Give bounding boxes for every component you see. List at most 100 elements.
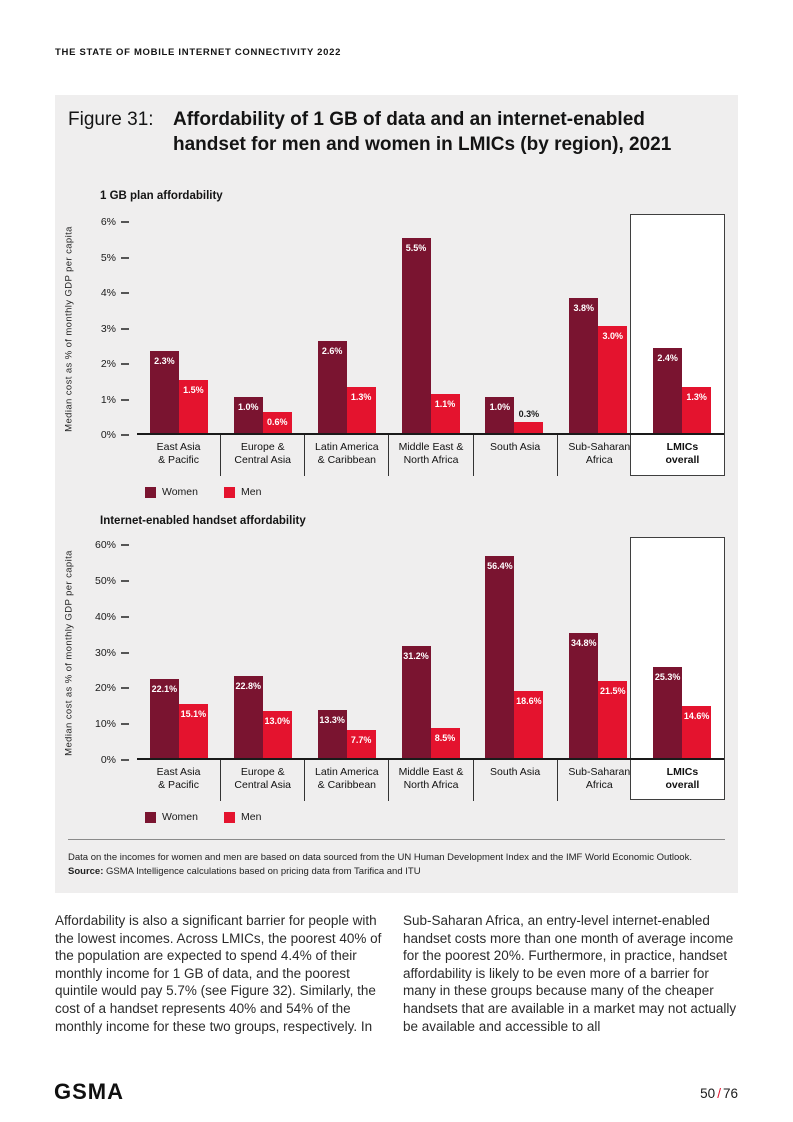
bar-value-label: 21.5%	[599, 686, 626, 696]
bar-value-label: 3.8%	[573, 303, 594, 313]
report-header: THE STATE OF MOBILE INTERNET CONNECTIVIT…	[55, 47, 342, 58]
bar-women-4: 56.4%	[485, 556, 515, 758]
bar-value-label: 1.0%	[238, 402, 259, 412]
bar-women-6: 2.4%	[653, 348, 683, 433]
bar-group-4: 56.4% 18.6%	[472, 545, 556, 758]
y-tick-mark	[121, 363, 129, 365]
legend-swatch-women	[145, 811, 156, 823]
footnote-divider	[68, 839, 725, 840]
legend-swatch-women	[145, 486, 156, 498]
legend-label: Men	[241, 486, 262, 498]
bar-group-1: 22.8% 13.0%	[221, 545, 305, 758]
y-tick-mark	[121, 434, 129, 436]
bar-men-0: 15.1%	[178, 704, 208, 758]
x-category-line: Africa	[585, 778, 613, 791]
bar-men-1: 0.6%	[262, 412, 292, 433]
chart-plan-title: 1 GB plan affordability	[100, 190, 223, 202]
y-tick: 2%	[71, 358, 129, 370]
legend-label: Men	[241, 811, 262, 823]
y-tick-label: 4%	[100, 287, 116, 299]
bar-women-3: 5.5%	[401, 238, 431, 433]
bar-men-3: 8.5%	[430, 728, 460, 758]
source-label: Source:	[68, 866, 104, 877]
bar-women-5: 34.8%	[569, 633, 599, 758]
x-category-label-3: Middle East & North Africa	[388, 435, 472, 476]
bar-value-label: 14.6%	[683, 711, 710, 721]
y-tick: 0%	[71, 754, 129, 766]
gsma-logo: GSMA	[54, 1079, 124, 1104]
bar-group-3: 5.5% 1.1%	[389, 222, 473, 433]
bar-group-0: 22.1% 15.1%	[137, 545, 221, 758]
legend-item-men: Men	[224, 811, 261, 823]
x-axis-labels: East Asia & Pacific Europe & Central Asia La…	[137, 435, 724, 476]
y-tick: 30%	[71, 647, 129, 659]
figure-footnote: Data on the incomes for women and men ar…	[68, 852, 692, 863]
body-text-left-column: Affordability is also a significant barr…	[55, 913, 382, 1034]
x-category-line: Europe &	[240, 766, 285, 778]
bar-men-5: 3.0%	[598, 326, 628, 433]
y-tick: 5%	[71, 252, 129, 264]
y-tick-mark	[121, 651, 129, 654]
figure-31-panel: Figure 31: Affordability of 1 GB of data…	[55, 95, 738, 893]
y-tick-mark	[121, 544, 129, 546]
x-category-line: Middle East &	[398, 441, 464, 453]
source-text: GSMA Intelligence calculations based on …	[103, 866, 421, 877]
bar-value-label: 1.3%	[686, 392, 707, 402]
y-tick-label: 10%	[94, 718, 116, 731]
legend-item-men: Men	[224, 486, 261, 498]
bar-value-label: 1.5%	[183, 385, 204, 395]
chart-handset-legend: Women Men	[145, 811, 261, 823]
figure-title-text: Affordability of 1 GB of data and an int…	[173, 109, 672, 155]
y-tick: 1%	[71, 394, 129, 406]
bar-women-1: 1.0%	[233, 397, 263, 433]
bar-men-3: 1.1%	[430, 394, 460, 433]
y-tick: 3%	[71, 323, 129, 335]
y-tick-label: 0%	[100, 754, 116, 766]
bar-value-label: 22.8%	[235, 681, 262, 691]
x-category-line: & Pacific	[158, 778, 199, 791]
bar-women-2: 13.3%	[317, 710, 347, 758]
y-tick: 4%	[71, 287, 129, 299]
y-tick: 10%	[71, 718, 129, 730]
x-category-line: & Caribbean	[317, 778, 377, 791]
bar-value-label: 15.1%	[180, 709, 207, 719]
x-category-line: LMICs	[666, 441, 699, 453]
y-tick-label: 1%	[100, 393, 116, 406]
y-tick-mark	[121, 615, 129, 618]
y-tick-label: 20%	[94, 682, 116, 695]
x-category-line: North Africa	[403, 778, 459, 791]
x-category-line: LMICs	[666, 766, 699, 778]
bar-value-label: 8.5%	[434, 733, 456, 743]
bar-women-0: 22.1%	[149, 679, 179, 758]
y-tick: 20%	[71, 682, 129, 694]
chart-plan-legend: Women Men	[145, 486, 261, 498]
x-category-line: South Asia	[490, 441, 541, 453]
x-category-label-2: Latin America & Caribbean	[304, 435, 388, 476]
y-tick: 40%	[71, 611, 129, 623]
chart-plan-plot: 2.3% 1.5% 1.0% 0.6% 2.6% 1.3% 5.5% 1.1% 1.0% 0.3%…	[137, 222, 724, 435]
x-category-line: Middle East &	[398, 766, 464, 778]
bar-group-4: 1.0% 0.3%	[472, 222, 556, 433]
x-category-label-4: South Asia	[472, 435, 557, 476]
bar-value-label: 13.3%	[319, 715, 345, 725]
x-category-label-0: East Asia & Pacific	[137, 760, 220, 801]
y-tick-mark	[121, 723, 129, 726]
x-category-line: Latin America	[315, 766, 379, 778]
bar-value-label: 2.6%	[321, 346, 343, 356]
bar-women-0: 2.3%	[149, 351, 179, 433]
y-tick-mark	[121, 292, 129, 294]
body-text-right-column: Sub-Saharan Africa, an entry-level inter…	[403, 913, 737, 1034]
bar-group-0: 2.3% 1.5%	[137, 222, 221, 433]
x-category-line: overall	[665, 453, 700, 466]
legend-swatch-men	[224, 486, 235, 498]
bar-value-label: 31.2%	[403, 651, 429, 661]
bar-men-4: 0.3%	[514, 409, 544, 433]
bar-value-label: 56.4%	[487, 561, 513, 571]
bar-group-5: 34.8% 21.5%	[556, 545, 640, 758]
legend-label: Women	[162, 486, 198, 498]
y-tick-label: 5%	[100, 251, 116, 264]
bar-men-2: 1.3%	[346, 387, 376, 433]
bar-group-3: 31.2% 8.5%	[389, 545, 473, 758]
bar-value-label: 13.0%	[264, 716, 291, 726]
